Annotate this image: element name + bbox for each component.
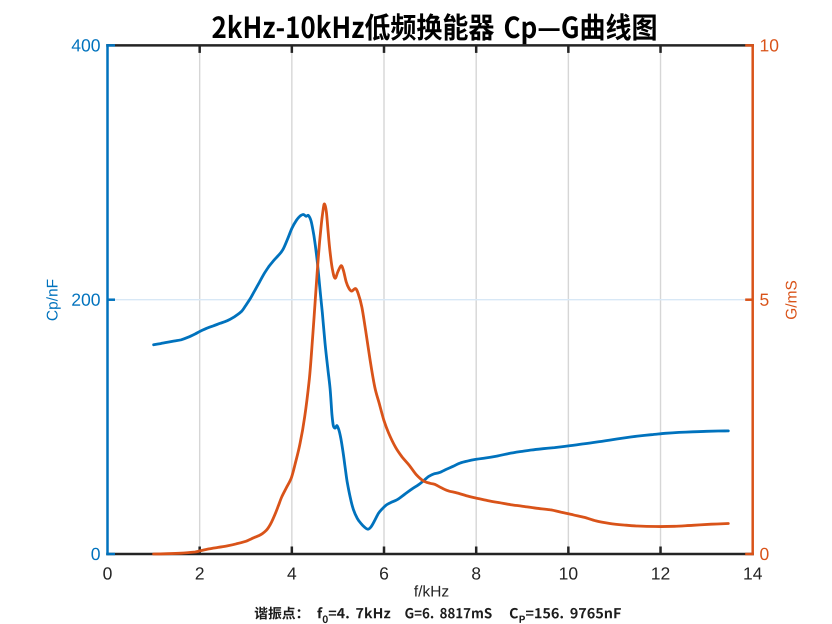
left-axis-label-glyphs: Cp/nF: [46, 279, 61, 321]
right-axis-label: G/mS: [788, 261, 806, 341]
x-axis-label-glyphs: f/kHz: [414, 585, 449, 597]
x-tick-label-2: 2: [195, 564, 205, 584]
g-curve: [152, 202, 730, 556]
right-tick-label-10: 10: [760, 35, 780, 55]
chart-title-glyphs: [212, 13, 656, 45]
left-axis-label: Cp/nF: [44, 261, 62, 341]
cp-curve: [152, 213, 730, 531]
resonance-annotation: 谐振点：f0=4. 7kHz G=6. 8817mS CP=156. 9765n…: [254, 604, 597, 624]
left-tick-label-400-text: 400: [71, 35, 100, 55]
left-tick-label-400: 400: [71, 35, 100, 55]
x-tick-label-4-text: 4: [287, 564, 297, 584]
left-tick-label-200-text: 200: [71, 290, 100, 310]
x-tick-label-6: 6: [380, 567, 389, 580]
annotation-path: [254, 606, 621, 624]
x-tick-label-2-text: 2: [195, 564, 205, 584]
left-tick-label-200: 200: [71, 290, 100, 310]
x-tick-label-4: 4: [287, 564, 297, 584]
tick-labels: 0 2 4 6 8 10 12 14 0 200 400 0 5 10: [71, 35, 780, 584]
x-tick-label-10: 10: [559, 564, 579, 584]
gridlines: [107, 45, 753, 554]
x-tick-label-8: 8: [472, 567, 481, 580]
x-tick-label-12: 12: [652, 567, 670, 580]
x-tick-label-10-text: 10: [559, 564, 579, 584]
chart-title-path: [212, 13, 656, 45]
right-tick-label-5: 5: [760, 293, 769, 306]
right-axis-label-glyphs: G/mS: [785, 280, 797, 320]
chart-title: 2kHz-10kHz低频换能器 Cp—G曲线图: [211, 10, 702, 52]
right-tick-label-0: 0: [760, 547, 769, 561]
curves: [152, 202, 730, 556]
tick-marks: [107, 44, 753, 556]
left-tick-label-0: 0: [91, 547, 100, 561]
right-tick-label-10-text: 10: [760, 35, 780, 55]
x-tick-label-0: 0: [103, 567, 112, 580]
x-tick-label-14: 14: [744, 567, 762, 580]
x-axis-label: f/kHz: [391, 582, 471, 600]
axis-labels: f/kHz Cp/nF G/mS: [46, 279, 797, 597]
annotation-glyphs: [254, 606, 621, 624]
